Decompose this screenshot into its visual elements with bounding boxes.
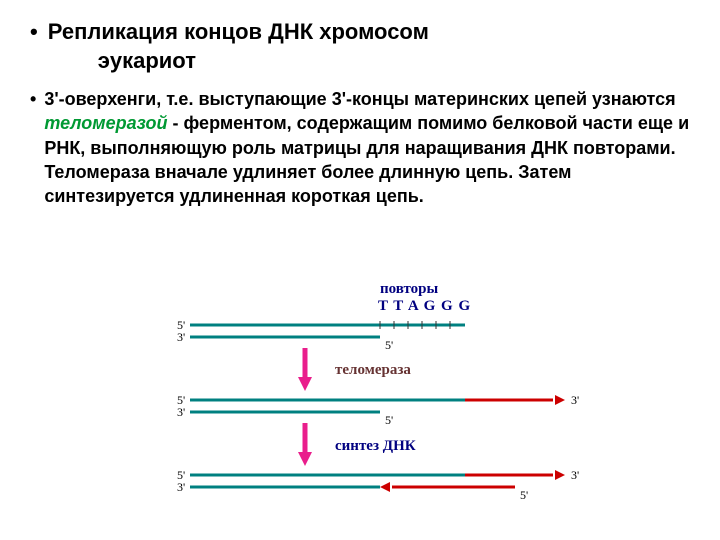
- title-line-1: Репликация концов ДНК хромосом: [48, 18, 429, 47]
- title-block: • Репликация концов ДНК хромосом эукарио…: [30, 18, 690, 75]
- body-highlight: теломеразой: [44, 113, 167, 133]
- svg-text:5': 5': [385, 413, 393, 427]
- svg-text:5': 5': [385, 338, 393, 352]
- svg-text:3': 3': [571, 468, 579, 482]
- body-bullet: •: [30, 87, 36, 111]
- svg-text:3': 3': [177, 480, 185, 494]
- body-block: • 3'-оверхенги, т.е. выступающие 3'-конц…: [30, 87, 690, 208]
- telomerase-label: теломераза: [335, 362, 411, 379]
- body-text-a: 3'-оверхенги, т.е. выступающие 3'-концы …: [44, 89, 675, 109]
- svg-text:3': 3': [571, 393, 579, 407]
- body-paragraph: 3'-оверхенги, т.е. выступающие 3'-концы …: [44, 87, 690, 208]
- synthesis-label: синтез ДНК: [335, 438, 416, 455]
- telomere-diagram: 5'3'5'5'3'5'3'5'3'3'5' повторы T T A G G…: [165, 280, 605, 530]
- svg-text:3': 3': [177, 405, 185, 419]
- title-bullet: •: [30, 18, 38, 47]
- title-line-2: эукариот: [48, 47, 429, 76]
- repeats-seq: T T A G G G: [378, 298, 471, 315]
- repeats-label: повторы: [380, 281, 438, 298]
- svg-text:3': 3': [177, 330, 185, 344]
- svg-text:5': 5': [520, 488, 528, 502]
- diagram-svg: 5'3'5'5'3'5'3'5'3'3'5': [165, 280, 605, 530]
